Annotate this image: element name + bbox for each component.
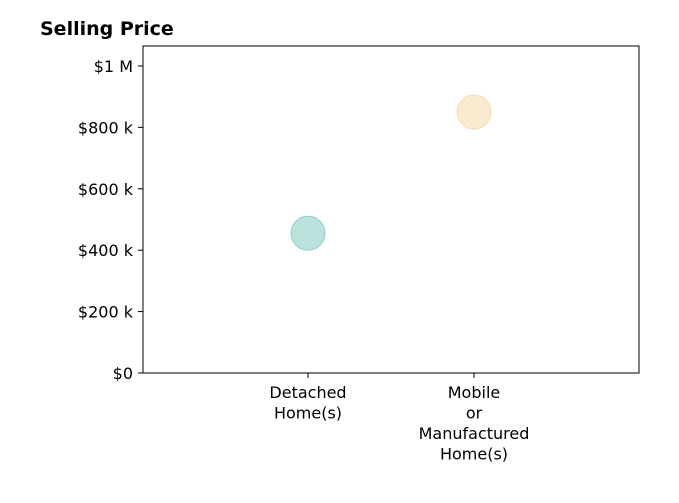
x-tick-label-line: Mobile <box>448 383 500 402</box>
y-tick-label: $200 k <box>78 303 134 322</box>
x-tick-label-line: or <box>466 404 483 423</box>
y-tick-label: $600 k <box>78 180 134 199</box>
data-points <box>290 94 492 251</box>
x-tick-label-line: Manufactured <box>419 424 530 443</box>
x-tick-label-line: Home(s) <box>440 445 508 464</box>
y-tick-label: $0 <box>113 364 133 383</box>
data-point <box>456 94 492 130</box>
y-axis: $0 $200 k $400 k $600 k $800 k $1 M <box>78 57 143 383</box>
plot-frame <box>142 45 640 374</box>
x-tick-label-line: Detached <box>269 383 346 402</box>
x-tick-label-line: Home(s) <box>274 404 342 423</box>
x-tick-label: Mobile or Manufactured Home(s) <box>419 383 530 464</box>
x-axis: Detached Home(s) Mobile or Manufactured Home(… <box>269 373 529 464</box>
x-tick-label: Detached Home(s) <box>269 383 346 423</box>
y-tick-label: $800 k <box>78 118 134 137</box>
y-tick-label: $1 M <box>94 57 133 76</box>
y-tick-label: $400 k <box>78 241 134 260</box>
chart-title: Selling Price <box>40 18 174 40</box>
data-point <box>290 215 326 251</box>
